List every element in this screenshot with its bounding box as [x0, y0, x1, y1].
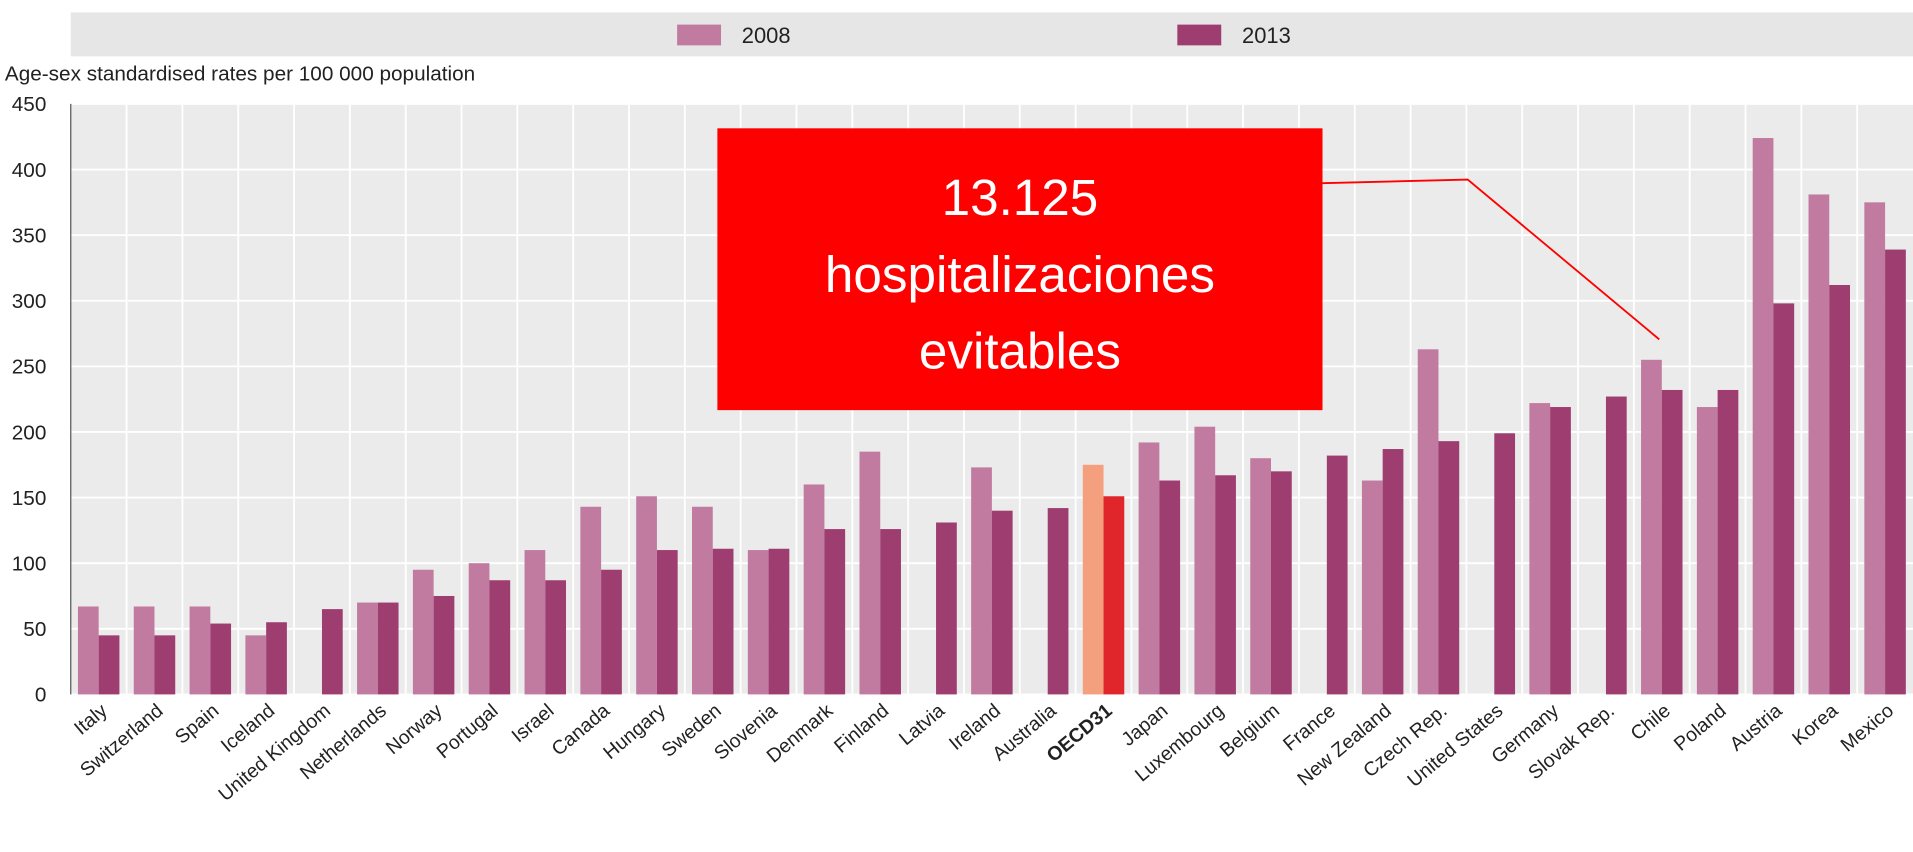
bar [1417, 349, 1439, 695]
x-tick-label: Poland [1670, 700, 1731, 756]
bar [656, 550, 678, 695]
annotation-box [717, 128, 1323, 411]
bar [154, 635, 176, 695]
bar [1717, 389, 1739, 695]
y-axis-label: Age-sex standardised rates per 100 000 p… [5, 63, 475, 86]
bar [412, 569, 434, 695]
legend-swatch [1177, 24, 1222, 46]
bar [1661, 389, 1683, 695]
y-tick-label: 50 [23, 618, 46, 641]
bar [266, 622, 287, 695]
x-tick-label: Mexico [1837, 700, 1899, 757]
bar [1696, 407, 1718, 695]
y-tick-label: 300 [12, 290, 47, 313]
bar [77, 606, 99, 695]
bar [133, 606, 155, 695]
y-tick-label: 0 [35, 684, 47, 707]
bar [1605, 396, 1627, 695]
bar [245, 635, 267, 695]
legend-swatch [677, 24, 722, 46]
bar [377, 602, 399, 695]
y-tick-label: 400 [12, 159, 47, 182]
bar [433, 595, 455, 695]
bar [98, 635, 120, 695]
bar [1494, 433, 1516, 695]
bar [1138, 442, 1160, 695]
y-tick-label: 100 [12, 553, 47, 576]
bar [936, 522, 957, 695]
bar [1271, 471, 1292, 695]
y-tick-label: 150 [12, 487, 47, 510]
legend-band [70, 12, 1913, 57]
x-tick-label: Latvia [895, 700, 949, 750]
y-tick-label: 200 [12, 421, 47, 444]
bar [1103, 496, 1125, 695]
x-tick-label: Portugal [433, 700, 503, 764]
bar [189, 606, 211, 695]
bar [971, 467, 992, 695]
bar [1829, 284, 1851, 695]
bar [747, 550, 769, 695]
legend-label: 2008 [742, 23, 791, 48]
bar [357, 602, 378, 695]
legend-label: 2013 [1242, 23, 1291, 48]
y-tick-label: 250 [12, 356, 47, 379]
bar [692, 506, 713, 695]
y-tick-label: 350 [12, 224, 47, 247]
bar [1864, 202, 1886, 695]
x-tick-label: United States [1403, 700, 1507, 792]
x-tick-label: Korea [1788, 700, 1842, 750]
bar [524, 550, 546, 695]
bar [991, 510, 1013, 695]
bar [1250, 458, 1272, 695]
bar [803, 484, 825, 695]
x-tick-label: Belgium [1216, 700, 1284, 762]
x-tick-label: Hungary [599, 700, 670, 764]
bar [859, 451, 881, 695]
bar [824, 529, 846, 695]
bar [1082, 464, 1104, 695]
annotation-text: evitables [919, 323, 1121, 380]
bar [768, 548, 790, 695]
y-tick-label: 450 [12, 93, 47, 116]
bar [1752, 138, 1774, 695]
bar [210, 623, 232, 695]
bar [1215, 475, 1236, 695]
bar [1529, 403, 1551, 695]
bar [1047, 508, 1069, 695]
x-tick-label: Finland [830, 700, 893, 758]
annotation-text: hospitalizaciones [825, 246, 1215, 303]
bar [1159, 480, 1181, 695]
x-tick-label: Spain [171, 700, 223, 749]
bar [1773, 303, 1795, 695]
bar [712, 548, 734, 695]
bar [1885, 249, 1906, 695]
bar [636, 496, 657, 695]
bar [468, 563, 490, 695]
annotation-text: 13.125 [942, 169, 1099, 226]
bar [880, 529, 901, 695]
x-tick-label: Italy [70, 700, 112, 740]
bar [601, 569, 622, 695]
bar [580, 506, 602, 695]
bar [1641, 359, 1662, 695]
bar [1808, 194, 1830, 695]
x-tick-label: Chile [1627, 700, 1675, 745]
bar [1326, 455, 1348, 695]
bar [489, 580, 511, 695]
bar [1361, 480, 1383, 695]
bar [1382, 449, 1404, 695]
bar [1438, 441, 1460, 695]
bar [321, 609, 343, 695]
bar [1550, 407, 1571, 695]
x-tick-label: Austria [1726, 700, 1787, 756]
bar [1194, 426, 1216, 695]
annotation-connector [1322, 178, 1660, 341]
bar [545, 580, 567, 695]
